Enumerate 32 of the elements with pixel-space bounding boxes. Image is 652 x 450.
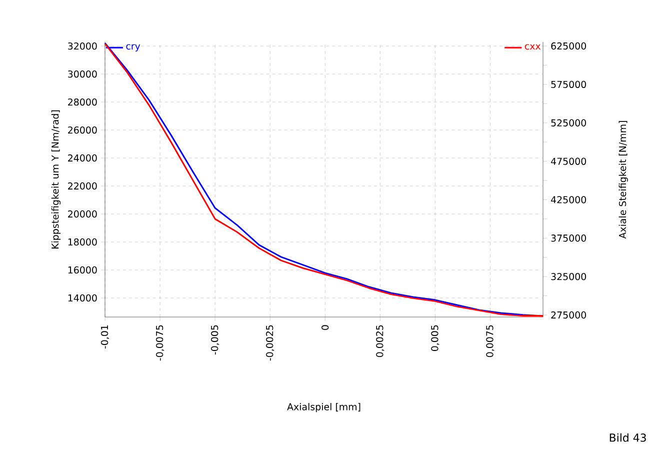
y2-axis-title: Axiale Steifigkeit [N/mm] [618, 121, 628, 239]
y2-tick-label: 625000 [551, 42, 586, 50]
y2-tick-label: 375000 [551, 234, 586, 242]
y-tick-label: 26000 [68, 126, 97, 134]
x-tick-label: 0,005 [431, 325, 440, 351]
y-tick-label: 28000 [68, 98, 97, 106]
y2-tick-label: 525000 [551, 119, 586, 126]
y-tick-label: 16000 [68, 266, 97, 274]
x-tick-label: -0,0025 [266, 325, 274, 361]
text: Bild 43 [610, 433, 646, 442]
y2-tick-label: 275000 [551, 311, 586, 319]
legend-label: cry [126, 44, 140, 52]
y2-tick-label: 475000 [550, 158, 586, 165]
y2-tick-label: 425000 [550, 196, 586, 204]
x-tick-label: 0 [322, 325, 329, 330]
legend-label: cxx [524, 44, 541, 50]
x-tick-label: -0,005 [210, 325, 220, 355]
x-tick-label: -0,01 [100, 325, 110, 349]
y-tick-label: 32000 [68, 42, 97, 50]
y-tick-label: 24000 [68, 154, 97, 162]
y2-tick-label: 325000 [551, 272, 586, 280]
y-tick-label: 22000 [68, 182, 97, 190]
y-tick-label: 30000 [68, 70, 97, 78]
y-tick-label: 14000 [68, 294, 97, 302]
y-axis-title: Kippsteifigkeit um Y [Nm/rad] [51, 110, 61, 248]
x-axis-title: Axialspiel [mm] [287, 403, 360, 412]
y2-tick-label: 575000 [551, 80, 586, 88]
x-tick-label: 0,0075 [486, 325, 494, 358]
y-tick-label: 20000 [68, 210, 97, 218]
y-tick-label: 18000 [68, 238, 97, 246]
x-tick-label: 0,0025 [376, 325, 384, 358]
x-tick-label: -0,0075 [156, 325, 164, 361]
